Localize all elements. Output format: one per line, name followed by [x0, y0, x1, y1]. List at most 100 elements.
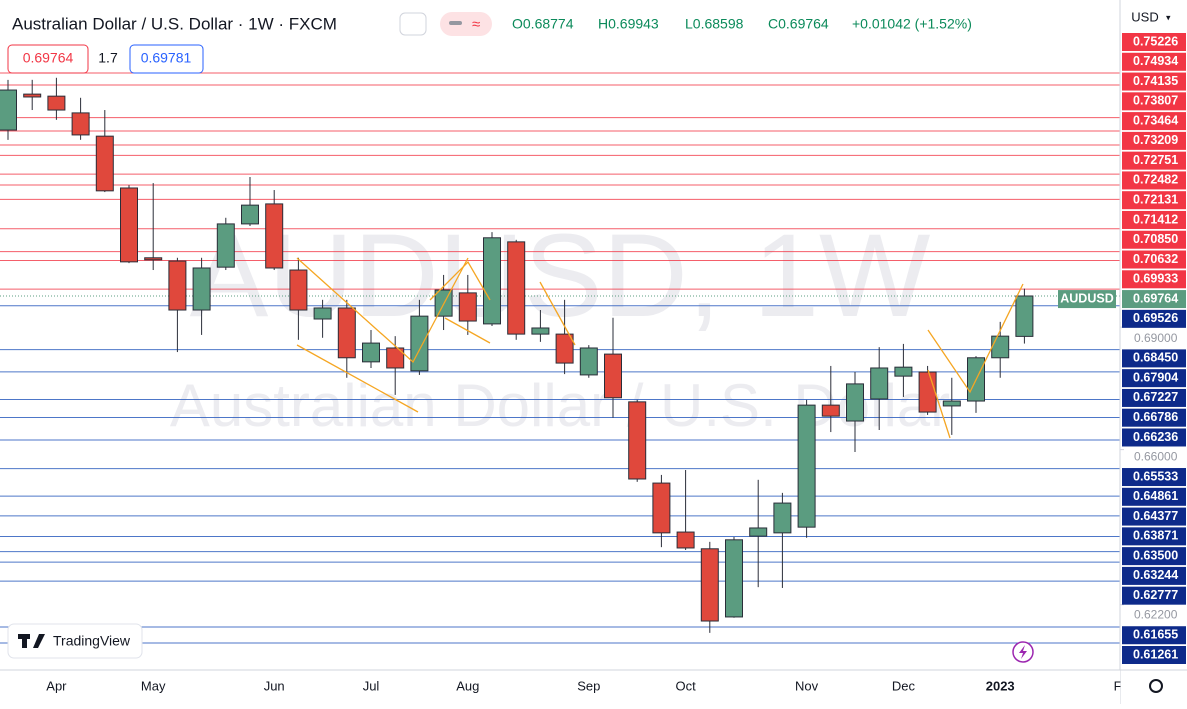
candles [0, 77, 1034, 633]
resistance-label: 0.72131 [1133, 192, 1178, 206]
currency-button[interactable]: USD [1131, 9, 1158, 24]
resistance-tag [1122, 191, 1186, 210]
candle-body [507, 241, 526, 335]
x-tick-label: Dec [892, 678, 916, 693]
resistance-tag [1122, 52, 1186, 71]
support-tag [1122, 527, 1186, 546]
candle-body [725, 539, 743, 618]
candle-body [241, 204, 259, 225]
background: AUDUSD, 1W Australian Dollar / U.S. Doll… [170, 210, 950, 439]
trend-drawing [296, 344, 419, 413]
candle-body [628, 401, 647, 480]
settings-icon[interactable] [1149, 679, 1163, 693]
buy-box[interactable] [129, 44, 204, 74]
candle-body [0, 89, 17, 131]
y-tick-label: 0.66000 [1134, 449, 1178, 463]
support-label: 0.65533 [1133, 469, 1178, 483]
close-value: C0.69764 [768, 16, 829, 32]
candle-body [991, 335, 1010, 359]
buy-price: 0.69781 [141, 50, 192, 66]
x-tick-label: Aug [456, 678, 479, 693]
logo-mark [22, 634, 27, 648]
candle-body [579, 347, 598, 376]
symbol-tag [1058, 290, 1116, 309]
trend-drawing [927, 283, 1024, 394]
support-tag [1122, 349, 1186, 368]
candle-body [458, 292, 477, 322]
support-tag [1122, 626, 1186, 645]
support-label: 0.64377 [1133, 509, 1178, 523]
resistance-label: 0.73464 [1133, 113, 1178, 127]
x-tick-label: Nov [795, 678, 819, 693]
candle-body [410, 315, 429, 372]
candle-body [942, 400, 961, 407]
resistance-label: 0.69933 [1133, 272, 1178, 286]
support-label: 0.67904 [1133, 370, 1178, 384]
resistance-tag [1122, 171, 1186, 190]
watermark-symbol: AUDUSD, 1W [190, 210, 931, 342]
resistance-label: 0.74135 [1133, 74, 1178, 88]
support-label: 0.63244 [1133, 568, 1178, 582]
candle-body [23, 93, 42, 98]
support-tag [1122, 369, 1186, 388]
time-axis [0, 670, 1120, 704]
resistance-tag [1122, 131, 1186, 150]
resistance-label: 0.75226 [1133, 34, 1178, 48]
lightning-icon [1019, 645, 1027, 659]
low-value: L0.68598 [685, 16, 744, 32]
candle-body [773, 502, 792, 534]
watermark-name: Australian Dollar / U.S. Dollar [170, 372, 950, 439]
menu-icon[interactable] [399, 12, 427, 36]
logo-mark [33, 634, 45, 648]
x-tick-label: Apr [46, 678, 67, 693]
resistance-tag [1122, 270, 1186, 289]
wave-icon: ≈ [472, 16, 480, 33]
support-label: 0.61261 [1133, 647, 1178, 661]
candle-body [265, 203, 284, 269]
trend-drawing [927, 369, 951, 439]
logo-box [7, 623, 143, 659]
candle-body [144, 257, 163, 261]
x-tick-label: May [141, 678, 166, 693]
y-tick-label: 0.62200 [1134, 608, 1178, 622]
support-tag [1122, 507, 1186, 526]
candle-body [918, 371, 937, 413]
last-price-label: 0.69764 [1133, 291, 1178, 305]
support-label: 0.63871 [1133, 529, 1178, 543]
sell-box[interactable] [7, 44, 89, 74]
candle-body [797, 404, 816, 528]
resistance-tag [1122, 72, 1186, 91]
support-label: 0.61655 [1133, 628, 1178, 642]
indicator-toggle[interactable] [440, 12, 492, 36]
high-value: H0.69943 [598, 16, 659, 32]
y-tick-label: 0.69000 [1134, 331, 1178, 345]
candle-body [71, 112, 90, 136]
currency-caret: ▾ [1166, 12, 1171, 22]
support-label: 0.62777 [1133, 588, 1178, 602]
candle-body [168, 260, 187, 311]
open-value: O0.68774 [512, 16, 574, 32]
support-label: 0.63500 [1133, 548, 1178, 562]
minus-icon [449, 21, 462, 25]
candle-body [700, 548, 719, 622]
candle-body [555, 333, 574, 364]
candle-body [676, 531, 695, 549]
support-tag [1122, 428, 1186, 447]
trend-drawing [429, 260, 491, 301]
logo-text: TradingView [53, 633, 131, 649]
candle-body [483, 237, 501, 325]
candle-body [192, 267, 211, 311]
trend-drawing [539, 281, 576, 346]
support-tag [1122, 547, 1186, 566]
symbol-title: Australian Dollar / U.S. Dollar · 1W · F… [12, 14, 337, 33]
candle-body [95, 135, 114, 192]
candle-body [531, 327, 550, 335]
candle-body [362, 342, 380, 363]
last-price-tag [1122, 290, 1186, 309]
change-value: +0.01042 (+1.52%) [852, 16, 972, 32]
resistance-tag [1122, 151, 1186, 170]
trend-drawing [296, 257, 469, 364]
support-tag [1122, 566, 1186, 585]
drawings [296, 257, 1024, 439]
support-tag [1122, 388, 1186, 407]
